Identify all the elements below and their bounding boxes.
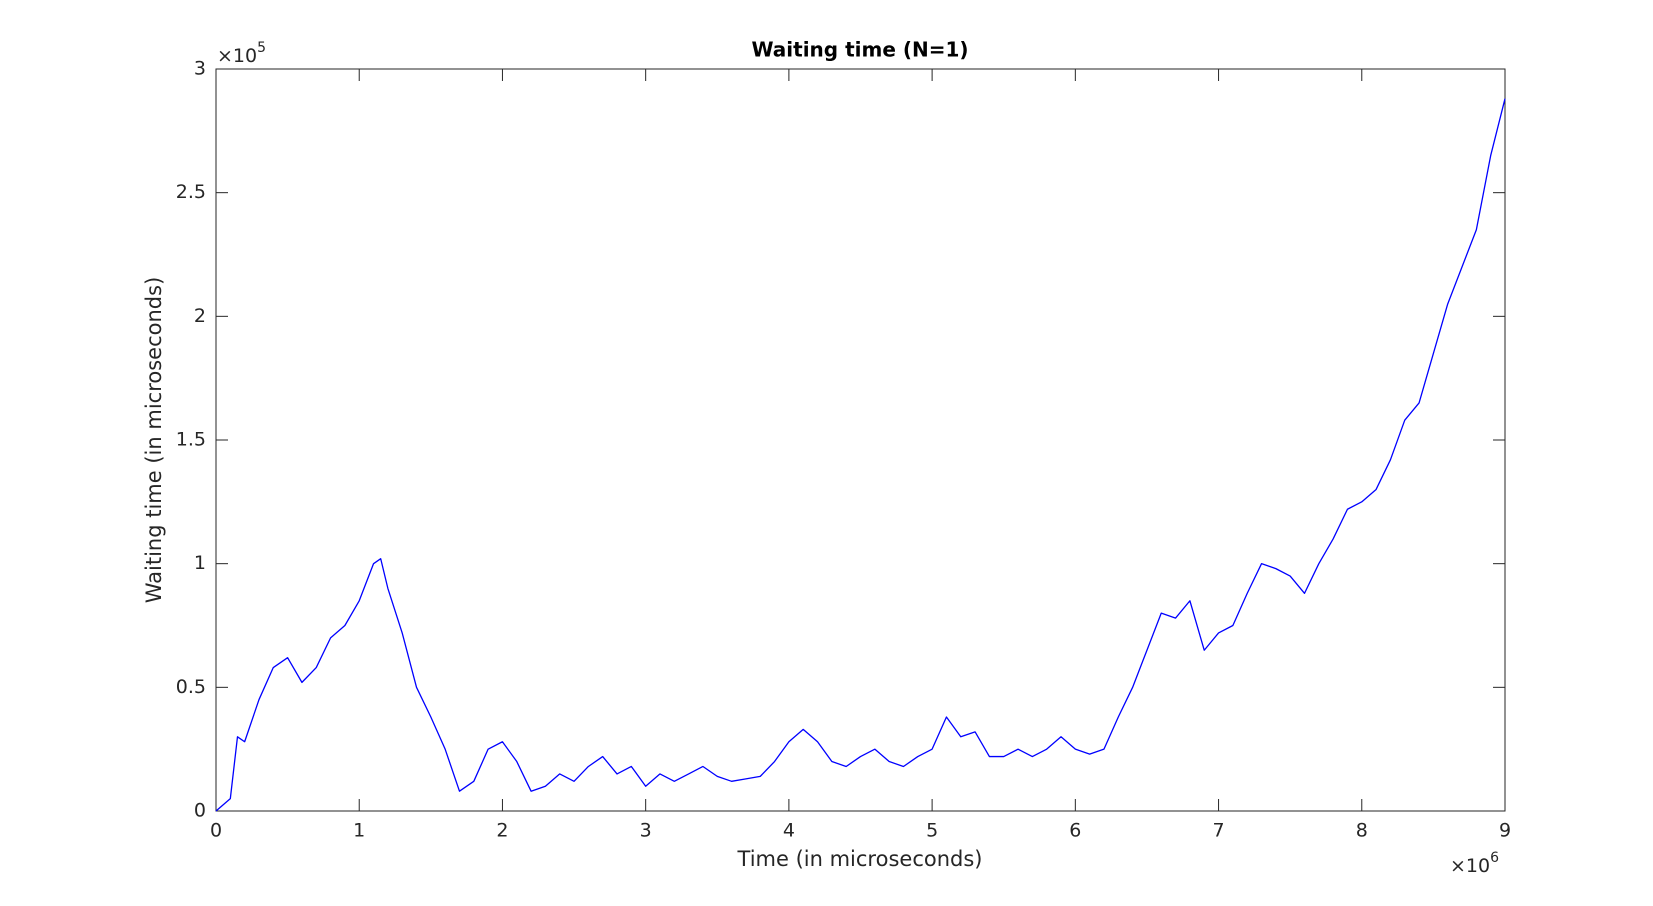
x-tick-label: 0: [210, 820, 222, 842]
y-tick-label: 2: [194, 305, 206, 327]
y-tick-label: 2.5: [176, 181, 206, 203]
x-tick-label: 3: [640, 820, 652, 842]
x-tick-label: 7: [1213, 820, 1225, 842]
y-tick-label: 3: [194, 58, 206, 80]
y-tick-label: 1.5: [176, 429, 206, 451]
x-exponent-base: ×10: [1450, 855, 1490, 877]
x-tick-label: 1: [353, 820, 365, 842]
x-tick-label: 8: [1356, 820, 1368, 842]
y-tick-label: 0.5: [176, 676, 206, 698]
y-tick-label: 0: [194, 800, 206, 822]
y-exponent: ×105: [217, 40, 266, 67]
x-tick-label: 4: [783, 820, 795, 842]
x-exponent-power: 6: [1490, 850, 1499, 866]
y-tick-label: 1: [194, 552, 206, 574]
x-tick-label: 9: [1499, 820, 1511, 842]
y-axis-label: Waiting time (in microseconds): [142, 277, 166, 604]
x-tick-label: 2: [496, 820, 508, 842]
x-exponent: ×106: [1450, 850, 1499, 877]
data-line: [215, 98, 1506, 812]
chart-title: Waiting time (N=1): [751, 38, 968, 62]
axes-box: [215, 68, 1506, 812]
y-exponent-power: 5: [257, 40, 266, 56]
x-tick-label: 6: [1069, 820, 1081, 842]
x-tick-label: 5: [926, 820, 938, 842]
x-axis-label: Time (in microseconds): [737, 847, 983, 871]
y-exponent-base: ×10: [217, 45, 257, 67]
